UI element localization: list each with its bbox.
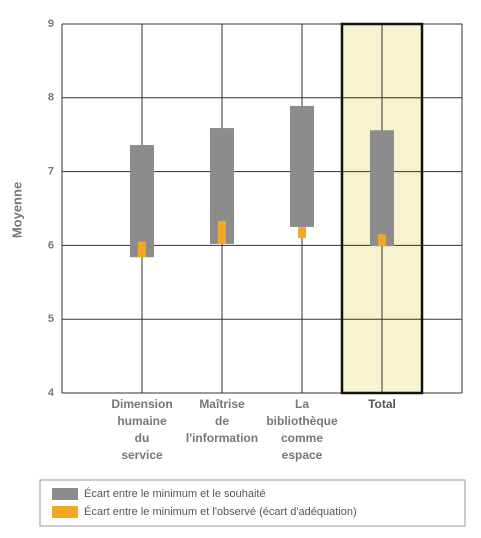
x-tick-label: service xyxy=(121,448,163,462)
y-tick-label: 8 xyxy=(48,92,54,104)
x-tick-label: espace xyxy=(282,448,323,462)
x-tick-label: Total xyxy=(368,397,396,411)
range-bar xyxy=(378,234,386,247)
x-tick-label: Dimension xyxy=(111,397,172,411)
legend-swatch xyxy=(52,488,78,500)
x-tick-label: l'information xyxy=(186,431,258,445)
legend-label: Écart entre le minimum et l'observé (éca… xyxy=(84,505,357,518)
range-bar xyxy=(218,221,226,244)
x-tick-label: comme xyxy=(281,431,323,445)
y-tick-label: 4 xyxy=(48,387,55,399)
range-bar xyxy=(138,241,146,258)
x-tick-label: bibliothèque xyxy=(266,414,338,428)
y-tick-label: 5 xyxy=(48,313,54,325)
legend xyxy=(39,479,466,527)
range-bar xyxy=(130,145,154,258)
y-tick-label: 9 xyxy=(48,18,54,30)
x-tick-label: de xyxy=(215,414,229,428)
legend-swatch xyxy=(52,506,78,518)
legend-label: Écart entre le minimum et le souhaité xyxy=(84,487,266,500)
range-bar xyxy=(290,105,314,227)
y-tick-label: 6 xyxy=(48,239,54,251)
x-tick-label: humaine xyxy=(117,414,167,428)
x-tick-label: Maîtrise xyxy=(199,397,245,411)
highlight-border xyxy=(340,22,424,395)
range-bar xyxy=(298,226,306,239)
y-tick-label: 7 xyxy=(48,166,54,178)
x-tick-label: La xyxy=(295,397,309,411)
range-bar xyxy=(370,130,394,247)
x-tick-label: du xyxy=(135,431,150,445)
y-axis-label: Moyenne xyxy=(9,182,24,238)
